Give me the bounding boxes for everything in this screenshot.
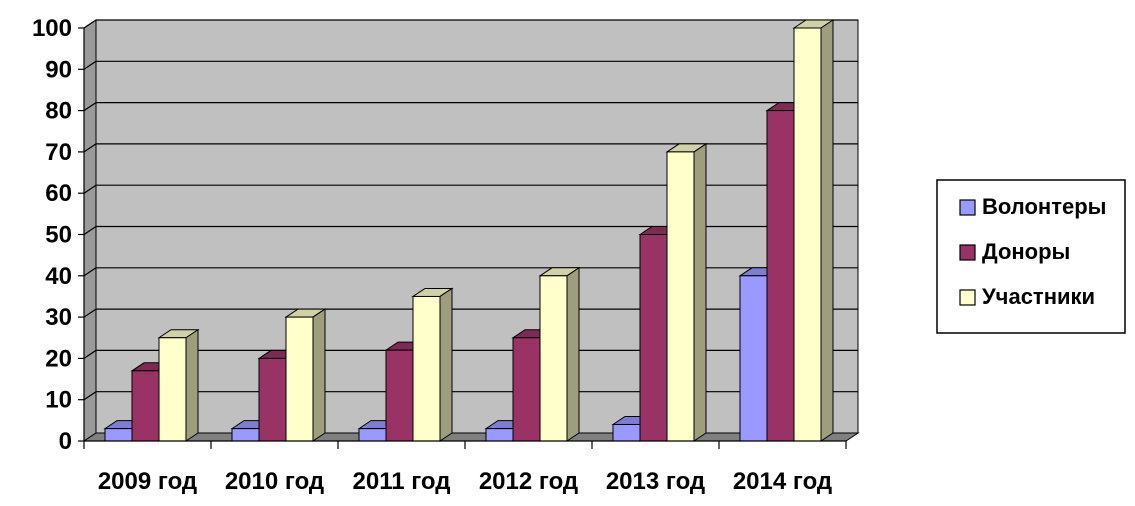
legend-item: Волонтеры [959, 194, 1106, 219]
y-axis: 0 10 20 30 40 50 60 70 80 90 100 [32, 15, 85, 455]
legend-label: Волонтеры [982, 194, 1106, 219]
legend-swatch [959, 289, 976, 306]
bar-front [512, 337, 541, 442]
legend-swatch [959, 199, 976, 216]
bar-front [612, 423, 641, 442]
gridline-side [83, 391, 97, 401]
gridline-side [83, 102, 97, 112]
legend-item: Участники [959, 284, 1095, 309]
bar-front [258, 357, 287, 442]
bar [411, 287, 454, 442]
bar-front [739, 275, 768, 442]
gridline-side [83, 19, 97, 29]
bar-side [566, 266, 580, 442]
gridline-side [83, 267, 97, 277]
y-tick-label: 20 [45, 345, 72, 372]
y-tick-label: 100 [32, 15, 72, 42]
bar-front [358, 428, 387, 442]
legend: Волонтеры Доноры Участники [936, 179, 1126, 334]
legend-label: Участники [982, 284, 1095, 309]
bar-front [385, 349, 414, 442]
y-tick-label: 80 [45, 98, 72, 125]
gridline-side [83, 60, 97, 70]
bar-front [231, 428, 260, 442]
y-tick-label: 40 [45, 263, 72, 290]
bar-front [285, 316, 314, 442]
x-tick-label: 2009 год [98, 468, 197, 495]
x-tick-label: 2013 год [606, 468, 705, 495]
bar-front [666, 151, 695, 442]
bar-front [131, 370, 160, 442]
gridline-side [83, 226, 97, 235]
bar-side [185, 328, 199, 442]
y-tick-label: 0 [59, 428, 72, 455]
gridline-side [83, 184, 97, 194]
bar [792, 19, 835, 442]
x-tick-label: 2014 год [733, 468, 832, 495]
x-axis: 2009 год 2010 год 2011 год 2012 год 2013 год… [83, 440, 847, 495]
bar [157, 328, 200, 442]
gridline-side [83, 349, 97, 359]
bar-front [104, 428, 133, 442]
bar-front [793, 27, 822, 442]
y-tick-label: 70 [45, 139, 72, 166]
bar-front [639, 234, 668, 442]
bar-side [693, 142, 707, 442]
bar-front [485, 428, 514, 442]
bar-side [439, 287, 453, 442]
x-tick-label: 2012 год [479, 468, 578, 495]
bar [284, 308, 327, 442]
y-tick-label: 90 [45, 56, 72, 83]
bar-front [158, 337, 187, 442]
bar-front [412, 295, 441, 442]
legend-swatch [959, 244, 976, 261]
gridlines [83, 19, 858, 401]
bars [103, 19, 835, 442]
bar-side [820, 19, 834, 442]
bar-front [766, 110, 795, 442]
y-tick-label: 50 [45, 222, 72, 249]
gridline-side [83, 143, 97, 153]
gridline-side [83, 308, 97, 318]
bar-side [312, 308, 326, 442]
bar [665, 142, 708, 442]
y-tick-label: 30 [45, 304, 72, 331]
x-tick-label: 2010 год [225, 468, 324, 495]
legend-label: Доноры [982, 239, 1070, 264]
x-tick-label: 2011 год [353, 468, 451, 495]
y-tick-label: 60 [45, 180, 72, 207]
bar-front [539, 275, 568, 442]
y-tick-label: 10 [45, 387, 72, 414]
bar [538, 266, 581, 442]
legend-item: Доноры [959, 239, 1070, 264]
